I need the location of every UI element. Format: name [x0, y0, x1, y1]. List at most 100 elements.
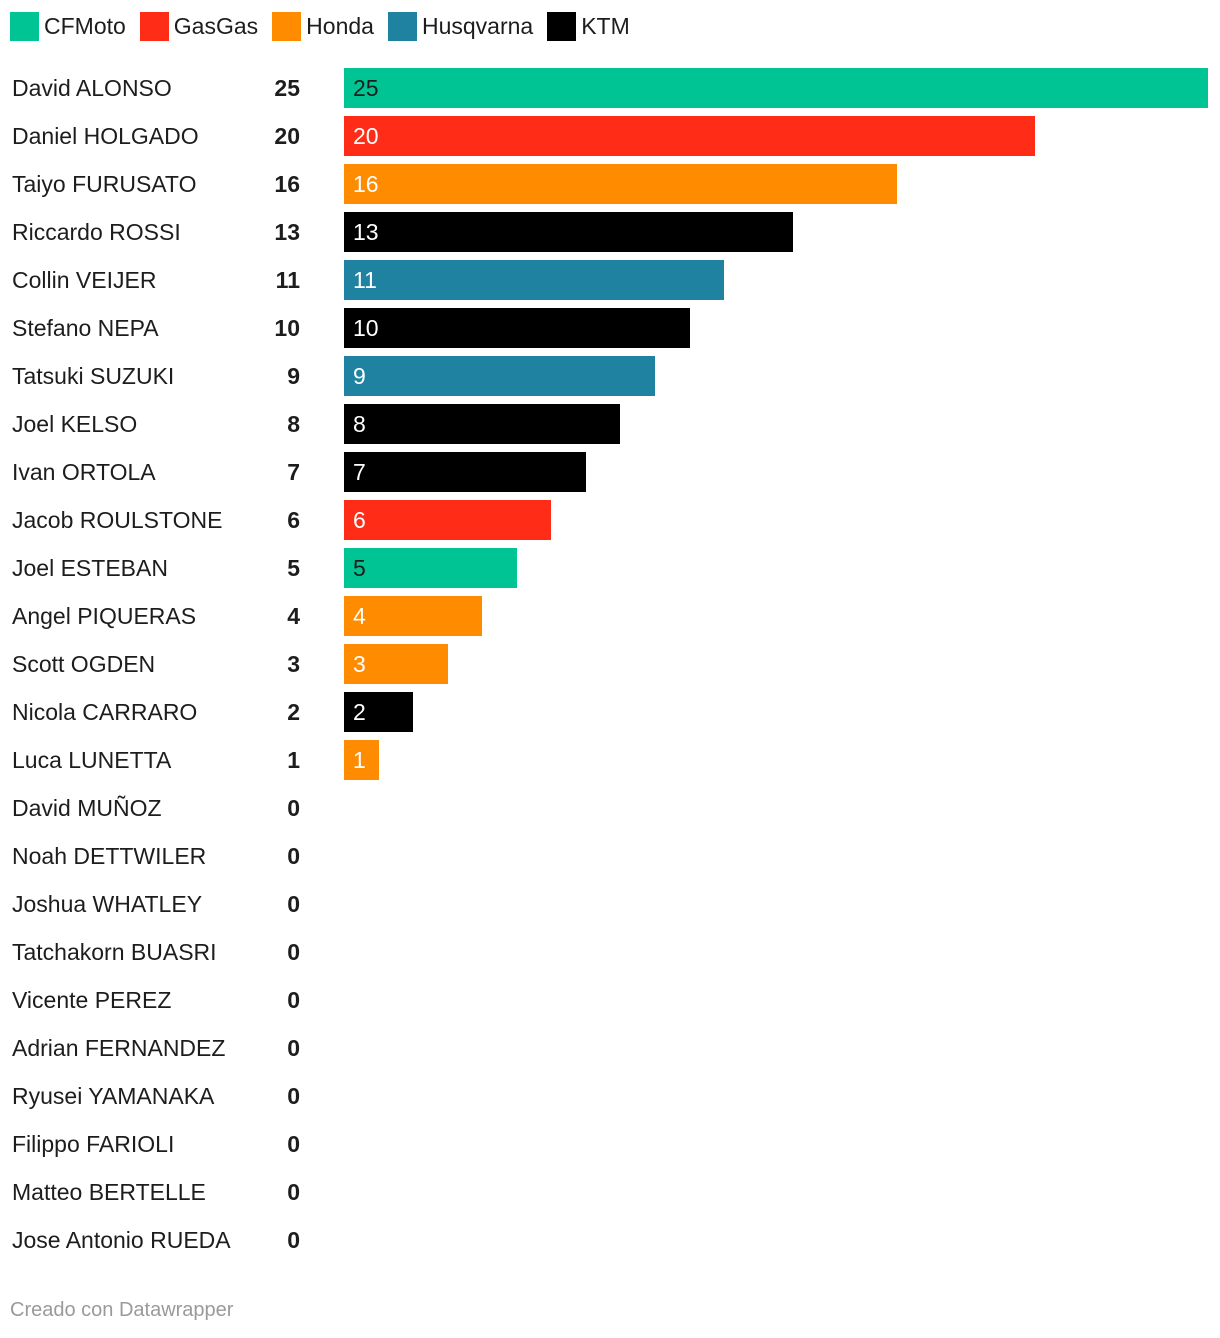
rider-name: Tatchakorn BUASRI — [12, 939, 217, 965]
chart-row: Nicola CARRARO 2 2 — [0, 688, 1220, 736]
chart-row: Ryusei YAMANAKA 0 — [0, 1072, 1220, 1120]
chart-row: Joel KELSO 8 8 — [0, 400, 1220, 448]
rider-name: Filippo FARIOLI — [12, 1131, 175, 1157]
rider-name: Collin VEIJER — [12, 267, 157, 293]
rider-points: 20 — [274, 123, 300, 149]
bar: 25 — [344, 68, 1208, 108]
bar-value-label: 20 — [353, 123, 379, 149]
chart-row: Luca LUNETTA 1 1 — [0, 736, 1220, 784]
rider-name: David ALONSO — [12, 75, 172, 101]
chart-rows: David ALONSO 25 25 Daniel HOLGADO 20 20 Taiyo … — [0, 64, 1220, 1264]
bar: 20 — [344, 116, 1035, 156]
bar-value-label: 9 — [353, 363, 366, 389]
rider-name: Ryusei YAMANAKA — [12, 1083, 215, 1109]
bar-value-label: 10 — [353, 315, 379, 341]
chart-row: Angel PIQUERAS 4 4 — [0, 592, 1220, 640]
legend-label: Husqvarna — [421, 13, 534, 39]
bar: 13 — [344, 212, 793, 252]
legend-label: Honda — [306, 13, 374, 39]
legend-label: KTM — [581, 13, 630, 39]
legend-swatch — [10, 12, 39, 41]
bar: 10 — [344, 308, 690, 348]
bar-value-label: 6 — [353, 507, 366, 533]
legend-item: Husqvarna — [387, 12, 534, 41]
bar-value-label: 25 — [353, 75, 379, 101]
chart-row: Tatchakorn BUASRI 0 — [0, 928, 1220, 976]
rider-name: Vicente PEREZ — [12, 987, 172, 1013]
chart-row: David ALONSO 25 25 — [0, 64, 1220, 112]
chart-row: Noah DETTWILER 0 — [0, 832, 1220, 880]
rider-points: 0 — [287, 1179, 300, 1205]
bar-value-label: 1 — [353, 747, 366, 773]
rider-name: Joel KELSO — [12, 411, 138, 437]
rider-name: Noah DETTWILER — [12, 843, 207, 869]
legend-label: GasGas — [173, 13, 259, 39]
chart-row: Stefano NEPA 10 10 — [0, 304, 1220, 352]
bar-value-label: 5 — [353, 555, 366, 581]
legend-swatch — [387, 12, 417, 41]
rider-name: Ivan ORTOLA — [12, 459, 156, 485]
bar: 5 — [344, 548, 517, 588]
chart-row: Joshua WHATLEY 0 — [0, 880, 1220, 928]
bar: 2 — [344, 692, 413, 732]
rider-points: 2 — [287, 699, 300, 725]
rider-name: Jacob ROULSTONE — [12, 507, 223, 533]
bar: 16 — [344, 164, 897, 204]
rider-points: 0 — [287, 1083, 300, 1109]
bar-value-label: 7 — [353, 459, 366, 485]
legend-swatch — [139, 12, 169, 41]
bar-value-label: 16 — [353, 171, 379, 197]
rider-name: Joel ESTEBAN — [12, 555, 168, 581]
rider-points: 8 — [287, 411, 300, 437]
bar: 7 — [344, 452, 586, 492]
bar: 8 — [344, 404, 620, 444]
rider-points: 0 — [287, 1227, 300, 1253]
bar: 6 — [344, 500, 551, 540]
rider-points: 3 — [287, 651, 300, 677]
chart-row: Filippo FARIOLI 0 — [0, 1120, 1220, 1168]
rider-points: 0 — [287, 843, 300, 869]
rider-name: Tatsuki SUZUKI — [12, 363, 175, 389]
bar-value-label: 4 — [353, 603, 366, 629]
rider-points: 5 — [287, 555, 300, 581]
credit-footer: Creado con Datawrapper — [10, 1299, 234, 1321]
chart-row: Joel ESTEBAN 5 5 — [0, 544, 1220, 592]
chart-row: Adrian FERNANDEZ 0 — [0, 1024, 1220, 1072]
rider-points: 0 — [287, 795, 300, 821]
chart-row: Taiyo FURUSATO 16 16 — [0, 160, 1220, 208]
chart-row: Ivan ORTOLA 7 7 — [0, 448, 1220, 496]
rider-points: 10 — [274, 315, 300, 341]
rider-points: 1 — [287, 747, 300, 773]
bar-value-label: 3 — [353, 651, 366, 677]
rider-points: 0 — [287, 1131, 300, 1157]
rider-name: Joshua WHATLEY — [12, 891, 203, 917]
chart-row: Tatsuki SUZUKI 9 9 — [0, 352, 1220, 400]
bar-value-label: 8 — [353, 411, 366, 437]
legend-swatch — [272, 12, 302, 41]
rider-name: Nicola CARRARO — [12, 699, 198, 725]
rider-points: 0 — [287, 939, 300, 965]
bar: 4 — [344, 596, 482, 636]
rider-points: 0 — [287, 987, 300, 1013]
rider-name: Taiyo FURUSATO — [12, 171, 197, 197]
chart-row: Collin VEIJER 11 11 — [0, 256, 1220, 304]
rider-points: 4 — [287, 603, 300, 629]
rider-points: 9 — [287, 363, 300, 389]
rider-name: Stefano NEPA — [12, 315, 159, 341]
chart-legend: CFMoto GasGas Honda Husqvarna KTM — [10, 12, 644, 41]
legend-item: GasGas — [139, 12, 259, 41]
legend-item: CFMoto — [10, 12, 126, 41]
chart-row: Matteo BERTELLE 0 — [0, 1168, 1220, 1216]
chart-row: Jacob ROULSTONE 6 6 — [0, 496, 1220, 544]
rider-points: 13 — [274, 219, 300, 245]
rider-points: 16 — [274, 171, 300, 197]
legend-item: KTM — [547, 12, 630, 41]
rider-points: 6 — [287, 507, 300, 533]
legend-swatch — [547, 12, 577, 41]
rider-name: Matteo BERTELLE — [12, 1179, 206, 1205]
chart-row: Scott OGDEN 3 3 — [0, 640, 1220, 688]
chart-row: Vicente PEREZ 0 — [0, 976, 1220, 1024]
legend-item: Honda — [272, 12, 374, 41]
rider-name: Luca LUNETTA — [12, 747, 172, 773]
rider-points: 7 — [287, 459, 300, 485]
